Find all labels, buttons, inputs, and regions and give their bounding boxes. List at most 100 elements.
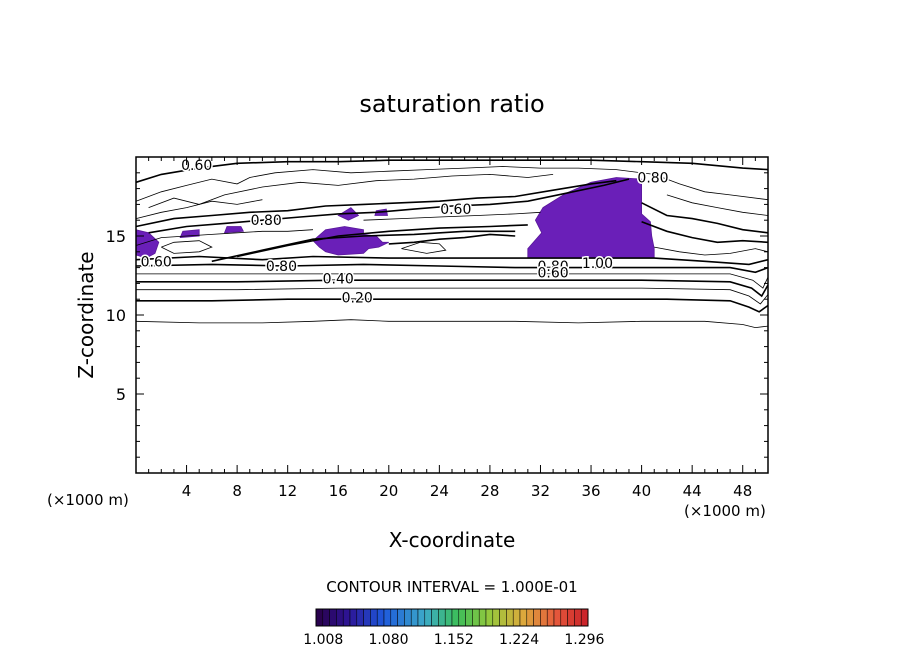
contour-interval-label: CONTOUR INTERVAL = 1.000E-01 <box>326 578 577 596</box>
contour-line-1 <box>135 319 769 329</box>
colorbar-band <box>519 608 528 627</box>
colorbar-band <box>533 608 541 627</box>
chart-title: saturation ratio <box>359 90 544 118</box>
x-tick-label: 44 <box>683 482 702 500</box>
contour-line-17 <box>654 246 769 256</box>
contour-line-23 <box>161 240 213 254</box>
colorbar-band <box>580 608 589 627</box>
contour-line-2 <box>136 298 769 313</box>
contour-lines <box>135 159 769 329</box>
colorbar-band <box>465 608 473 627</box>
supersaturated-regions <box>135 177 655 259</box>
supersaturated-region-4 <box>312 226 389 256</box>
contour-line-8 <box>135 179 617 228</box>
colorbar-tick-label: 1.080 <box>368 632 408 648</box>
x-tick-label: 12 <box>278 482 297 500</box>
supersaturated-region-3 <box>223 226 245 234</box>
contour-line-11 <box>211 230 516 263</box>
contour-line-20 <box>135 199 263 219</box>
colorbar-band <box>485 608 494 627</box>
y-axis-ticks: 5 10 15 <box>106 172 768 458</box>
contour-line-19 <box>135 229 314 246</box>
colorbar-band <box>546 608 555 627</box>
colorbar-band <box>417 608 426 627</box>
x-tick-label: 36 <box>581 482 600 500</box>
colorbar-band <box>336 608 344 627</box>
colorbar-band <box>472 608 480 627</box>
contour-label-7: 0.80 <box>538 259 569 275</box>
colorbar-band <box>329 608 337 627</box>
colorbar-tick-label: 1.008 <box>303 632 343 648</box>
colorbar-tick-labels: 1.008 1.080 1.152 1.224 1.296 <box>303 632 604 648</box>
colorbar-band <box>424 608 432 627</box>
x-tick-label: 4 <box>182 482 192 500</box>
colorbar-band <box>376 608 385 627</box>
colorbar-band <box>540 608 548 627</box>
x-tick-label: 16 <box>329 482 348 500</box>
contour-label-9: 0.60 <box>538 265 569 281</box>
contour-line-7 <box>135 255 769 266</box>
colorbar-band <box>574 608 582 627</box>
colorbar-band <box>404 608 412 627</box>
x-tick-label: 40 <box>632 482 651 500</box>
y-axis-label: Z-coordinate <box>74 251 98 378</box>
contour-line-5 <box>136 273 769 289</box>
x-tick-label: 8 <box>232 482 242 500</box>
x-axis-ticks: 4 8 12 16 20 24 28 32 36 40 44 48 <box>148 157 756 500</box>
x-axis-label: X-coordinate <box>389 528 516 552</box>
colorbar-band <box>438 608 446 627</box>
colorbar-band <box>506 608 514 627</box>
supersaturated-region-7 <box>527 177 655 259</box>
x-tick-label: 24 <box>430 482 449 500</box>
plot-area: 0.600.800.600.800.60 0.80 0.80 1.000.600.40… <box>106 156 769 500</box>
plot-background <box>136 157 768 473</box>
colorbar-band <box>390 608 398 627</box>
colorbar-band <box>492 608 500 627</box>
contour-label-3: 0.60 <box>440 202 471 218</box>
colorbar-band <box>397 608 405 627</box>
contour-labels: 0.600.800.600.800.60 0.80 0.80 1.000.600.40… <box>139 156 670 308</box>
contour-line-16 <box>641 221 769 244</box>
colorbar-band <box>444 608 453 627</box>
colorbar-band <box>567 608 575 627</box>
colorbar-band <box>512 608 521 627</box>
colorbar-tick-label: 1.152 <box>434 632 474 648</box>
x-tick-label: 20 <box>379 482 398 500</box>
colorbar-band <box>451 608 460 627</box>
contour-line-24 <box>401 241 447 254</box>
y-tick-label: 10 <box>106 306 126 325</box>
y-tick-label: 5 <box>116 385 126 404</box>
colorbar <box>315 608 589 627</box>
colorbar-band <box>315 608 324 627</box>
x-tick-label: 32 <box>531 482 550 500</box>
colorbar-band <box>526 608 534 627</box>
colorbar-band <box>431 608 439 627</box>
contour-line-3 <box>136 287 769 305</box>
contour-label-4: 0.80 <box>251 213 282 229</box>
contour-line-18 <box>666 194 769 216</box>
contour-label-2: 0.80 <box>637 171 668 187</box>
colorbar-tick-label: 1.224 <box>499 632 539 648</box>
colorbar-band <box>356 608 364 627</box>
colorbar-band <box>370 608 378 627</box>
contour-line-15 <box>641 202 769 234</box>
colorbar-band <box>499 608 507 627</box>
x-tick-label: 48 <box>733 482 752 500</box>
colorbar-band <box>342 608 351 627</box>
colorbar-band <box>363 608 371 627</box>
y-unit-label: (×1000 m) <box>47 491 129 509</box>
contour-label-1: 0.60 <box>181 158 212 174</box>
contour-line-4 <box>136 279 769 298</box>
colorbar-band <box>349 608 358 627</box>
contour-label-8: 1.00 <box>582 256 613 272</box>
colorbar-band <box>383 608 392 627</box>
x-unit-label: (×1000 m) <box>684 502 766 520</box>
x-tick-label: 28 <box>480 482 499 500</box>
contour-line-9 <box>148 178 630 234</box>
colorbar-band <box>410 608 419 627</box>
colorbar-band <box>458 608 466 627</box>
colorbar-band <box>322 608 330 627</box>
colorbar-band <box>560 608 568 627</box>
contour-label-5: 0.60 <box>141 254 172 270</box>
colorbar-frame <box>315 608 589 627</box>
